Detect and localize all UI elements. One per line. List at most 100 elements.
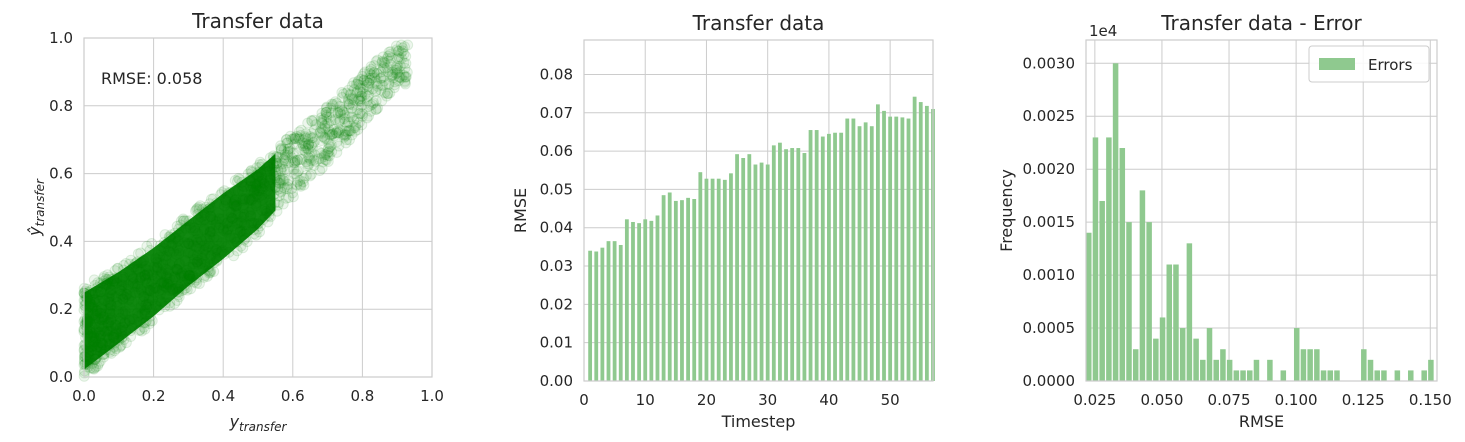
scatter-point bbox=[315, 147, 327, 159]
error-histogram-bar bbox=[1233, 370, 1240, 381]
scatter-point bbox=[353, 75, 365, 87]
scatter-point bbox=[187, 225, 199, 237]
scatter-point bbox=[150, 252, 162, 264]
error-histogram-bar bbox=[1226, 359, 1233, 381]
scatter-point bbox=[393, 53, 405, 65]
scatter-point bbox=[114, 312, 126, 324]
scatter-point bbox=[352, 76, 364, 88]
scatter-point bbox=[293, 126, 305, 138]
scatter-point bbox=[394, 66, 406, 78]
scatter-point bbox=[292, 133, 304, 145]
rmse-timestep-bar bbox=[894, 116, 899, 381]
scatter-point bbox=[281, 149, 293, 161]
error-histogram-bar bbox=[1206, 328, 1213, 381]
scatter-point bbox=[293, 165, 305, 177]
scatter-point bbox=[306, 115, 318, 127]
scatter-point bbox=[80, 288, 92, 300]
scatter-point bbox=[147, 294, 159, 306]
scatter-point bbox=[182, 237, 194, 249]
scatter-point bbox=[391, 63, 403, 75]
rmse-timestep-x-tick-label: 0 bbox=[579, 391, 589, 409]
scatter-point bbox=[284, 142, 296, 154]
scatter-point bbox=[236, 225, 248, 237]
scatter-point bbox=[377, 51, 389, 63]
scatter-point bbox=[270, 155, 282, 167]
scatter-point bbox=[356, 86, 368, 98]
scatter-point bbox=[249, 178, 261, 190]
scatter-point bbox=[143, 284, 155, 296]
scatter-point bbox=[147, 283, 159, 295]
scatter-point bbox=[176, 267, 188, 279]
scatter-point bbox=[123, 266, 135, 278]
scatter-point bbox=[272, 151, 284, 163]
scatter-point bbox=[193, 278, 205, 290]
scatter-point bbox=[252, 217, 264, 229]
scatter-point bbox=[169, 271, 181, 283]
scatter-point bbox=[117, 293, 129, 305]
scatter-point bbox=[85, 284, 97, 296]
scatter-point bbox=[247, 181, 259, 193]
scatter-point bbox=[291, 176, 303, 188]
scatter-point bbox=[278, 175, 290, 187]
error-histogram-bar bbox=[1293, 328, 1300, 381]
scatter-point bbox=[87, 289, 99, 301]
scatter-point bbox=[385, 46, 397, 58]
scatter-point bbox=[363, 84, 375, 96]
scatter-point bbox=[327, 98, 339, 110]
scatter-point bbox=[350, 120, 362, 132]
scatter-point bbox=[353, 93, 365, 105]
rmse-timestep-bar bbox=[802, 153, 807, 381]
scatter-point bbox=[111, 272, 123, 284]
scatter-point bbox=[250, 229, 262, 241]
rmse-timestep-y-tick-label: 0.00 bbox=[540, 372, 573, 390]
scatter-point bbox=[259, 178, 271, 190]
scatter-point bbox=[333, 126, 345, 138]
scatter-point bbox=[100, 277, 112, 289]
scatter-point bbox=[153, 257, 165, 269]
scatter-point bbox=[150, 253, 162, 265]
scatter-point bbox=[202, 203, 214, 215]
scatter-point bbox=[284, 145, 296, 157]
scatter-point bbox=[211, 234, 223, 246]
rmse-timestep-y-tick-label: 0.07 bbox=[540, 104, 573, 122]
error-histogram-bar bbox=[1253, 359, 1260, 381]
scatter-point bbox=[198, 256, 210, 268]
scatter-point bbox=[115, 339, 127, 351]
scatter-point bbox=[296, 137, 308, 149]
scatter-point bbox=[297, 176, 309, 188]
scatter-y-tick-label: 0.4 bbox=[49, 232, 73, 250]
scatter-point bbox=[119, 308, 131, 320]
error-histogram-bar bbox=[1421, 370, 1427, 381]
scatter-point bbox=[271, 150, 283, 162]
rmse-timestep-bar bbox=[722, 179, 727, 381]
error-histogram-bar bbox=[1179, 328, 1186, 381]
scatter-point bbox=[187, 261, 199, 273]
scatter-point bbox=[162, 279, 174, 291]
scatter-point bbox=[155, 269, 167, 281]
scatter-point bbox=[228, 198, 240, 210]
rmse-timestep-bar bbox=[778, 142, 782, 381]
scatter-point bbox=[259, 203, 271, 215]
scatter-point bbox=[271, 184, 283, 196]
scatter-point bbox=[334, 124, 346, 136]
scatter-point bbox=[88, 294, 100, 306]
scatter-point bbox=[231, 218, 243, 230]
scatter-point bbox=[270, 170, 282, 182]
scatter-point bbox=[89, 353, 101, 365]
scatter-point bbox=[189, 225, 201, 237]
scatter-point bbox=[200, 201, 212, 213]
scatter-point bbox=[95, 313, 107, 325]
scatter-point bbox=[317, 130, 329, 142]
scatter-point bbox=[254, 226, 266, 238]
scatter-point bbox=[154, 240, 166, 252]
scatter-point bbox=[217, 223, 229, 235]
scatter-point bbox=[109, 319, 121, 331]
error-histogram-y-tick-label: 0.0015 bbox=[1023, 213, 1076, 231]
scatter-point bbox=[346, 129, 358, 141]
scatter-point bbox=[331, 97, 343, 109]
scatter-point bbox=[101, 331, 113, 343]
scatter-point bbox=[99, 326, 111, 338]
scatter-point bbox=[262, 184, 274, 196]
scatter-point bbox=[193, 254, 205, 266]
scatter-point bbox=[132, 278, 144, 290]
